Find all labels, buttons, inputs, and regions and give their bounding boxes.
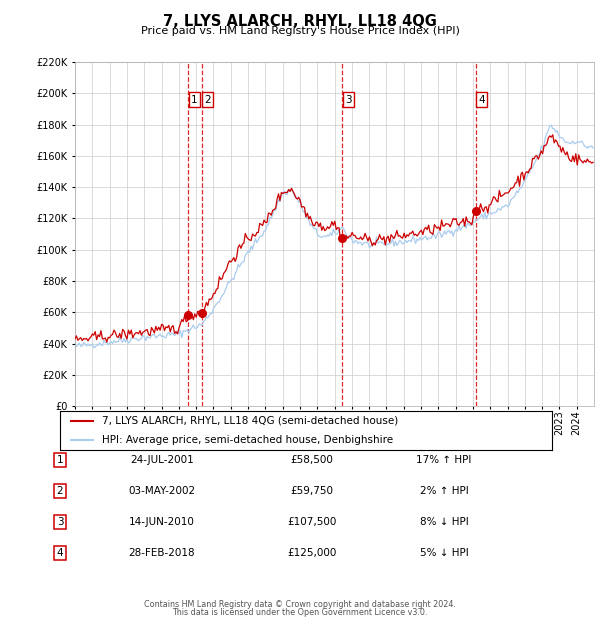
Text: 4: 4 — [478, 94, 485, 105]
Text: 2% ↑ HPI: 2% ↑ HPI — [419, 486, 469, 496]
Text: HPI: Average price, semi-detached house, Denbighshire: HPI: Average price, semi-detached house,… — [102, 435, 393, 445]
Text: 03-MAY-2002: 03-MAY-2002 — [128, 486, 196, 496]
Text: 7, LLYS ALARCH, RHYL, LL18 4QG: 7, LLYS ALARCH, RHYL, LL18 4QG — [163, 14, 437, 29]
Text: 3: 3 — [345, 94, 352, 105]
Text: £107,500: £107,500 — [287, 517, 337, 527]
Text: 17% ↑ HPI: 17% ↑ HPI — [416, 455, 472, 465]
Text: 1: 1 — [191, 94, 198, 105]
Text: 2: 2 — [205, 94, 211, 105]
Text: 4: 4 — [56, 548, 64, 558]
Text: Price paid vs. HM Land Registry's House Price Index (HPI): Price paid vs. HM Land Registry's House … — [140, 26, 460, 36]
Text: 2: 2 — [56, 486, 64, 496]
Text: £58,500: £58,500 — [290, 455, 334, 465]
Text: 14-JUN-2010: 14-JUN-2010 — [129, 517, 195, 527]
Text: 8% ↓ HPI: 8% ↓ HPI — [419, 517, 469, 527]
Text: 5% ↓ HPI: 5% ↓ HPI — [419, 548, 469, 558]
Text: This data is licensed under the Open Government Licence v3.0.: This data is licensed under the Open Gov… — [172, 608, 428, 617]
Text: 7, LLYS ALARCH, RHYL, LL18 4QG (semi-detached house): 7, LLYS ALARCH, RHYL, LL18 4QG (semi-det… — [102, 415, 398, 426]
Text: £125,000: £125,000 — [287, 548, 337, 558]
Text: £59,750: £59,750 — [290, 486, 334, 496]
Text: 24-JUL-2001: 24-JUL-2001 — [130, 455, 194, 465]
Text: 3: 3 — [56, 517, 64, 527]
Text: Contains HM Land Registry data © Crown copyright and database right 2024.: Contains HM Land Registry data © Crown c… — [144, 600, 456, 609]
Text: 1: 1 — [56, 455, 64, 465]
Text: 28-FEB-2018: 28-FEB-2018 — [128, 548, 196, 558]
